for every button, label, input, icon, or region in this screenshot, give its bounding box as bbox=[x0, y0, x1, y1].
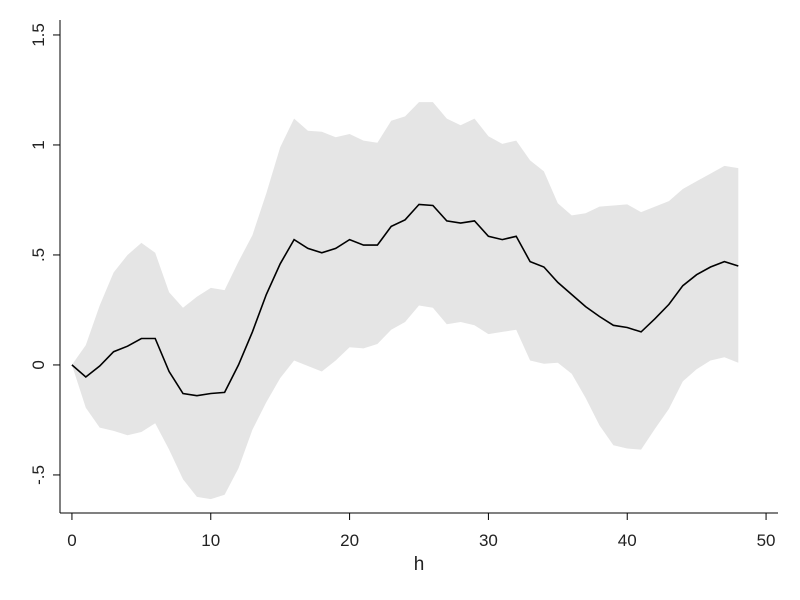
x-tick-label: 0 bbox=[67, 531, 76, 550]
y-tick-label: 0 bbox=[29, 360, 48, 369]
line bbox=[71, 203, 739, 397]
x-tick-label: 30 bbox=[479, 531, 498, 550]
y-tick-label: -.5 bbox=[29, 465, 48, 485]
x-tick-label: 40 bbox=[618, 531, 637, 550]
y-tick-label: 1.5 bbox=[29, 23, 48, 47]
y-tick-label: .5 bbox=[29, 248, 48, 262]
y-tick-label: 1 bbox=[29, 140, 48, 149]
x-axis-label: h bbox=[414, 554, 425, 575]
x-tick-label: 10 bbox=[201, 531, 220, 550]
confidence-band bbox=[71, 102, 739, 500]
x-tick-label: 50 bbox=[757, 531, 776, 550]
x-tick-label: 20 bbox=[340, 531, 359, 550]
